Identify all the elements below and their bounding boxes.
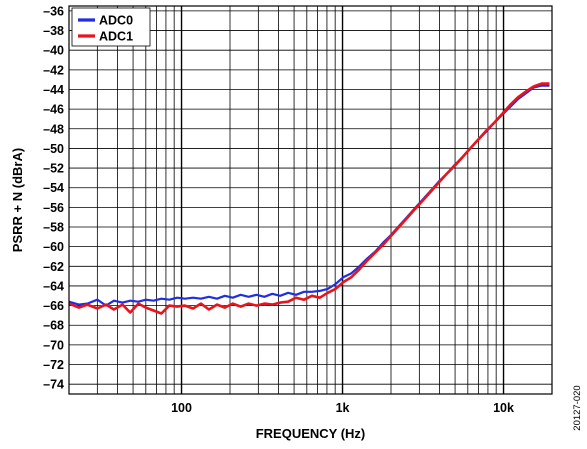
y-tick-label: –66 bbox=[43, 299, 64, 313]
x-tick-label: 100 bbox=[171, 401, 192, 415]
y-tick-label: –74 bbox=[43, 378, 64, 392]
y-tick-label: –50 bbox=[43, 142, 64, 156]
series-lines bbox=[68, 82, 550, 315]
y-tick-label: –58 bbox=[43, 221, 64, 235]
x-tick-label: 10k bbox=[493, 401, 514, 415]
legend-label-adc0: ADC0 bbox=[99, 14, 133, 28]
y-tick-label: –36 bbox=[43, 4, 64, 18]
y-tick-label: –62 bbox=[43, 260, 64, 274]
grid-lines bbox=[69, 6, 552, 394]
legend-label-adc1: ADC1 bbox=[99, 30, 133, 44]
legend: ADC0 ADC1 bbox=[71, 7, 151, 47]
y-tick-label: –38 bbox=[43, 24, 64, 38]
y-axis-label: PSRR + N (dBrA) bbox=[10, 148, 25, 252]
y-tick-label: –52 bbox=[43, 162, 64, 176]
y-tick-label: –46 bbox=[43, 103, 64, 117]
y-tick-label: –44 bbox=[43, 83, 64, 97]
y-tick-labels: –36 –38 –40 –42 –44 –46 –48 –50 –52 –54 –56 –58 –60 –… bbox=[43, 4, 64, 391]
y-tick-label: –68 bbox=[43, 319, 64, 333]
x-tick-label: 1k bbox=[336, 401, 350, 415]
y-tick-label: –54 bbox=[43, 181, 64, 195]
y-tick-label: –70 bbox=[43, 338, 64, 352]
y-tick-label: –48 bbox=[43, 122, 64, 136]
x-tick-labels: 100 1k 10k bbox=[171, 401, 514, 415]
figure-id: 20127-020 bbox=[572, 385, 583, 430]
series-line-adc1 bbox=[68, 82, 550, 315]
y-tick-label: –60 bbox=[43, 240, 64, 254]
y-tick-label: –64 bbox=[43, 279, 64, 293]
y-tick-label: –42 bbox=[43, 63, 64, 77]
legend-box bbox=[71, 7, 151, 47]
x-axis-label: FREQUENCY (Hz) bbox=[256, 426, 366, 441]
y-tick-label: –40 bbox=[43, 44, 64, 58]
y-tick-label: –72 bbox=[43, 358, 64, 372]
series-line-adc0 bbox=[68, 84, 550, 307]
y-tick-label: –56 bbox=[43, 201, 64, 215]
plot-frame bbox=[68, 5, 553, 395]
